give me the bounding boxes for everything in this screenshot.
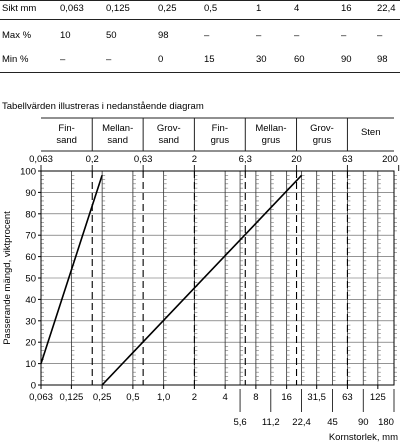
x-tick-label: 5,6 xyxy=(233,417,246,428)
y-tick-label: 60 xyxy=(25,252,36,263)
row-label: Max % xyxy=(2,30,32,41)
x-tick-label: 31,5 xyxy=(307,392,326,403)
fraction-label: Grov- xyxy=(157,123,181,134)
x-tick-label: 8 xyxy=(253,392,258,403)
y-tick-label: 80 xyxy=(25,209,36,220)
table-row-max: Max % 10 50 98 – – – – – xyxy=(0,30,400,46)
fraction-label: grus xyxy=(211,135,230,146)
top-tick-label: 6,3 xyxy=(239,154,252,165)
y-tick-label: 0 xyxy=(31,381,36,392)
table-cell: – xyxy=(341,30,347,41)
x-tick-label: 22,4 xyxy=(292,417,311,428)
x-tick-label: 0,25 xyxy=(93,392,112,403)
x-tick-label: 11,2 xyxy=(262,417,280,428)
table-rule xyxy=(0,19,400,20)
table-cell: 0,25 xyxy=(158,3,177,14)
table-cell: 4 xyxy=(294,3,300,14)
x-tick-label: 2 xyxy=(192,392,197,403)
table-cell: – xyxy=(60,54,66,65)
table-cell: 0,125 xyxy=(106,3,130,14)
table-cell: 22,4 xyxy=(377,3,396,14)
fraction-label: Fin- xyxy=(212,123,228,134)
top-tick-label: 63 xyxy=(342,154,353,165)
y-axis-title: Passerande mängd, viktprocent xyxy=(2,211,13,345)
table-cell: – xyxy=(256,30,262,41)
series-line xyxy=(101,174,303,386)
table-cell: 50 xyxy=(106,30,117,41)
table-cell: 98 xyxy=(158,30,169,41)
x-tick-label: 4 xyxy=(222,392,227,403)
table-cell: 90 xyxy=(341,54,352,65)
fraction-label: sand xyxy=(56,135,77,146)
fraction-label: sand xyxy=(158,135,179,146)
top-tick-label: 20 xyxy=(291,154,302,165)
fraction-label: Grov- xyxy=(310,123,334,134)
chart-caption: Tabellvärden illustreras i nedanstående … xyxy=(2,101,204,112)
series-line xyxy=(40,175,103,364)
table-rule xyxy=(0,72,400,73)
y-tick-label: 20 xyxy=(25,338,36,349)
table-cell: 15 xyxy=(204,54,215,65)
table-cell: 98 xyxy=(377,54,388,65)
x-tick-label: 0,125 xyxy=(60,392,84,403)
x-tick-label: 0,063 xyxy=(29,392,53,403)
y-tick-label: 40 xyxy=(25,295,36,306)
y-tick-label: 10 xyxy=(25,359,36,370)
x-tick-label: 45 xyxy=(327,417,338,428)
table-cell: 60 xyxy=(294,54,305,65)
x-tick-label: 0,5 xyxy=(126,392,139,403)
fraction-label: Fin- xyxy=(58,123,74,134)
table-cell: 0,5 xyxy=(204,3,218,14)
table-cell: 16 xyxy=(341,3,352,14)
row-label: Sikt mm xyxy=(2,3,37,14)
row-label: Min % xyxy=(2,54,29,65)
x-tick-label: 63 xyxy=(342,392,353,403)
table-cell: – xyxy=(294,30,300,41)
table-cell: 0 xyxy=(158,54,164,65)
y-tick-label: 50 xyxy=(25,274,36,285)
table-cell: 1 xyxy=(256,3,262,14)
x-tick-label: 16 xyxy=(281,392,292,403)
x-tick-label: 1,0 xyxy=(157,392,170,403)
table-row-sieve: Sikt mm 0,063 0,125 0,25 0,5 1 4 16 22,4 xyxy=(0,3,400,19)
fraction-label: grus xyxy=(262,135,281,146)
table-cell: 30 xyxy=(256,54,267,65)
y-tick-label: 70 xyxy=(25,231,36,242)
top-tick-label: 200 xyxy=(382,154,398,165)
fraction-label: Mellan- xyxy=(102,123,133,134)
x-tick-label: 180 xyxy=(378,417,394,428)
table-rule xyxy=(0,0,400,1)
table-row-min: Min % – – 0 15 30 60 90 98 xyxy=(0,54,400,70)
fraction-label: grus xyxy=(313,135,332,146)
fraction-label: Mellan- xyxy=(255,123,286,134)
fraction-label: sand xyxy=(107,135,128,146)
y-tick-label: 100 xyxy=(20,167,36,178)
top-tick-label: 0,063 xyxy=(29,154,53,165)
table-cell: – xyxy=(204,30,210,41)
y-tick-label: 30 xyxy=(25,316,36,327)
x-tick-label: 90 xyxy=(358,417,369,428)
top-tick-label: 0,2 xyxy=(86,154,99,165)
fraction-label: Sten xyxy=(361,127,381,138)
x-axis-title: Kornstorlek, mm xyxy=(329,432,398,443)
top-tick-label: 2 xyxy=(192,154,197,165)
top-tick-label: 0,63 xyxy=(134,154,153,165)
y-tick-label: 90 xyxy=(25,188,36,199)
table-cell: – xyxy=(106,54,112,65)
table-cell: – xyxy=(377,30,383,41)
table-cell: 10 xyxy=(60,30,71,41)
table-cell: 0,063 xyxy=(60,3,84,14)
x-tick-label: 125 xyxy=(370,392,386,403)
